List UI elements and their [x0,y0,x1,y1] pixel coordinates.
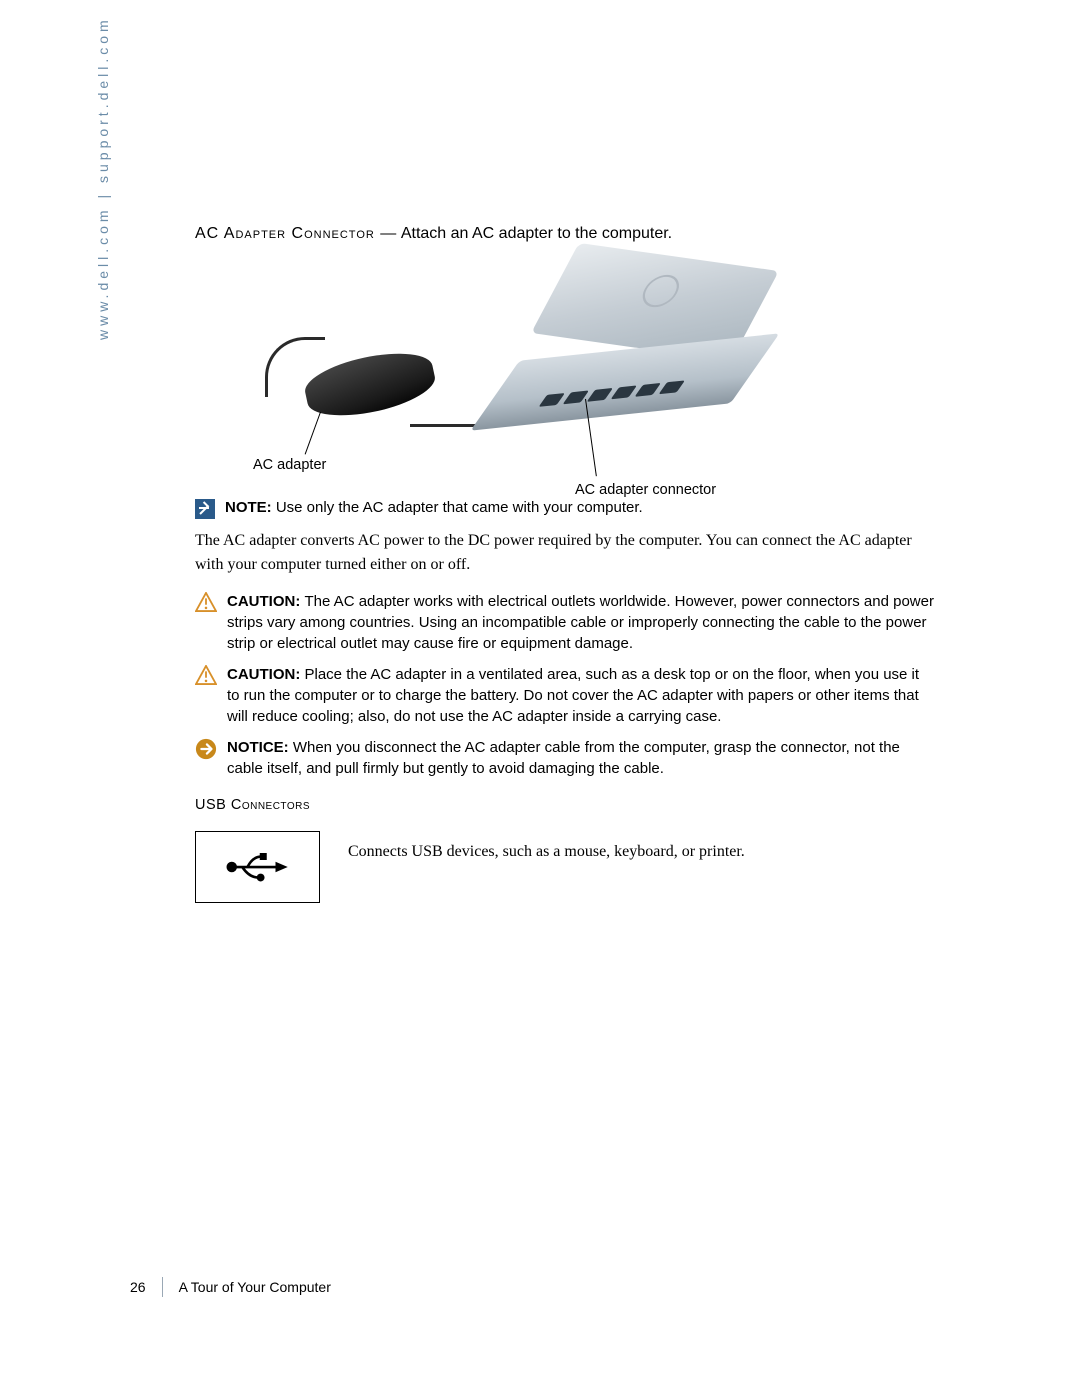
note-text: NOTE: Use only the AC adapter that came … [225,497,935,518]
caution-icon [195,665,217,685]
caution-block-2: CAUTION: Place the AC adapter in a venti… [195,664,935,727]
page-footer: 26 A Tour of Your Computer [130,1277,331,1297]
usb-section-label: USB Connectors [195,797,935,813]
usb-row: Connects USB devices, such as a mouse, k… [195,831,935,903]
note-body: Use only the AC adapter that came with y… [276,499,643,516]
notice-body: When you disconnect the AC adapter cable… [227,739,900,777]
caution-1-body: The AC adapter works with electrical out… [227,593,934,652]
caution-2-label: CAUTION: [227,666,305,683]
laptop-illustration [485,257,775,437]
callout-label-adapter: AC adapter [253,457,326,473]
heading-label: AC Adapter Connector — [195,225,397,242]
footer-separator [162,1277,163,1297]
caution-1-text: CAUTION: The AC adapter works with elect… [227,591,935,654]
callout-line-adapter [305,412,321,455]
note-label: NOTE: [225,499,276,516]
ac-adapter-diagram: AC adapter AC adapter connector [235,257,775,487]
usb-symbol-box [195,831,320,903]
content-area: AC Adapter Connector — Attach an AC adap… [195,225,935,903]
note-icon [195,499,215,519]
callout-label-connector: AC adapter connector [575,482,716,498]
chapter-title: A Tour of Your Computer [179,1279,331,1295]
heading-text: Attach an AC adapter to the computer. [397,225,672,242]
caution-2-text: CAUTION: Place the AC adapter in a venti… [227,664,935,727]
notice-block: NOTICE: When you disconnect the AC adapt… [195,737,935,779]
ac-adapter-heading: AC Adapter Connector — Attach an AC adap… [195,225,935,243]
notice-text: NOTICE: When you disconnect the AC adapt… [227,737,935,779]
page: www.dell.com | support.dell.com AC Adapt… [0,0,1080,1397]
caution-2-body: Place the AC adapter in a ventilated are… [227,666,919,725]
notice-label: NOTICE: [227,739,293,756]
usb-icon [223,847,293,887]
usb-description: Connects USB devices, such as a mouse, k… [348,843,935,891]
caution-1-label: CAUTION: [227,593,305,610]
ac-adapter-paragraph: The AC adapter converts AC power to the … [195,529,935,577]
laptop-base [470,333,779,430]
notice-icon [195,738,217,760]
side-url-text: www.dell.com | support.dell.com [95,16,111,340]
page-number: 26 [130,1279,146,1295]
caution-block-1: CAUTION: The AC adapter works with elect… [195,591,935,654]
caution-icon [195,592,217,612]
note-block: NOTE: Use only the AC adapter that came … [195,497,935,519]
